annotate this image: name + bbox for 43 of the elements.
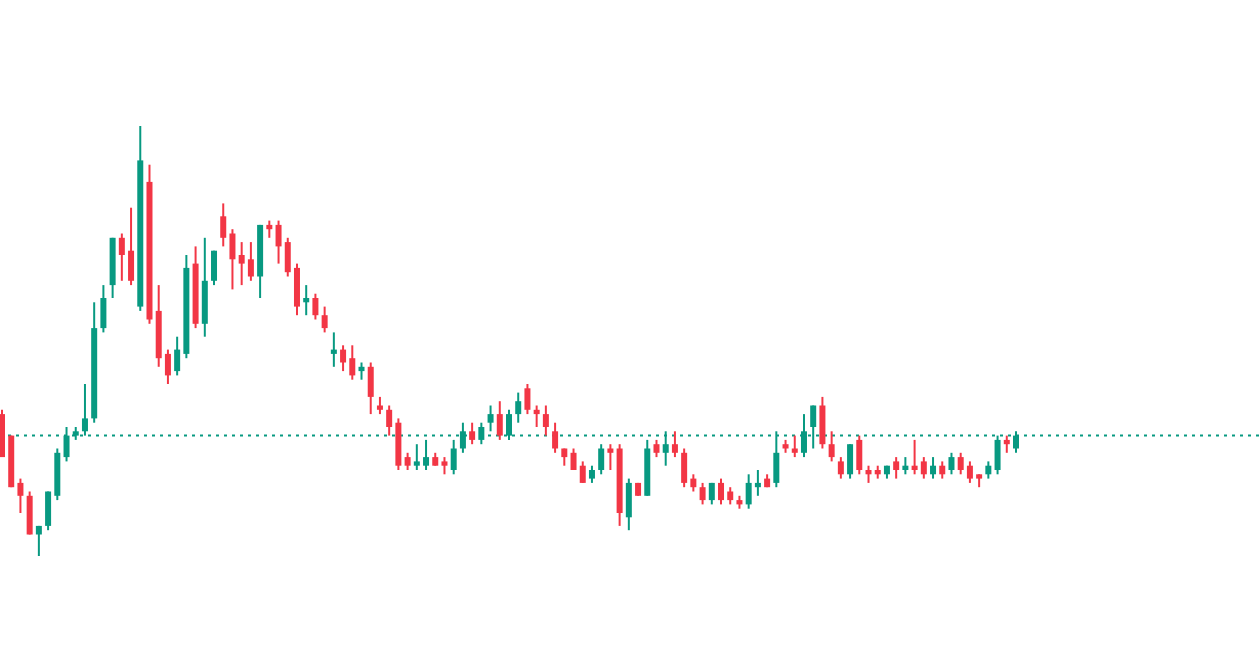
candlestick bbox=[644, 438, 651, 497]
candlestick bbox=[478, 421, 485, 446]
candlestick bbox=[450, 438, 457, 476]
candlestick bbox=[100, 284, 107, 334]
candlestick bbox=[303, 284, 310, 317]
candlestick bbox=[607, 443, 614, 471]
candlestick bbox=[109, 236, 116, 299]
candlestick bbox=[819, 395, 826, 450]
candlestick bbox=[791, 434, 798, 459]
candlestick bbox=[496, 400, 503, 441]
candlestick bbox=[340, 344, 347, 373]
candlestick bbox=[625, 477, 632, 532]
candlestick bbox=[671, 430, 678, 459]
candlestick bbox=[487, 404, 494, 433]
candlestick bbox=[211, 249, 218, 287]
candlestick bbox=[847, 443, 854, 480]
candlestick bbox=[754, 469, 761, 497]
candlestick bbox=[893, 456, 900, 480]
candlestick bbox=[681, 447, 688, 489]
candlestick bbox=[718, 477, 725, 506]
candlestick bbox=[367, 361, 374, 416]
candlestick bbox=[533, 404, 540, 428]
candlestick bbox=[469, 421, 476, 446]
candlestick bbox=[598, 443, 605, 476]
candlestick bbox=[579, 460, 586, 484]
candlestick bbox=[330, 331, 337, 368]
candlestick bbox=[26, 490, 33, 536]
candlestick bbox=[542, 404, 549, 437]
candlestick bbox=[312, 292, 319, 321]
candlestick bbox=[515, 391, 522, 424]
candlestick bbox=[930, 456, 937, 480]
candlestick bbox=[35, 524, 42, 557]
candlestick bbox=[837, 456, 844, 480]
candlestick bbox=[920, 456, 927, 480]
candlestick bbox=[948, 451, 955, 476]
candlestick bbox=[699, 481, 706, 506]
candlestick bbox=[828, 430, 835, 463]
candlestick bbox=[856, 434, 863, 476]
candlestick bbox=[321, 305, 328, 334]
candlestick bbox=[552, 421, 559, 454]
candlestick bbox=[524, 383, 531, 416]
candlestick bbox=[247, 241, 254, 282]
candlestick bbox=[201, 236, 208, 338]
